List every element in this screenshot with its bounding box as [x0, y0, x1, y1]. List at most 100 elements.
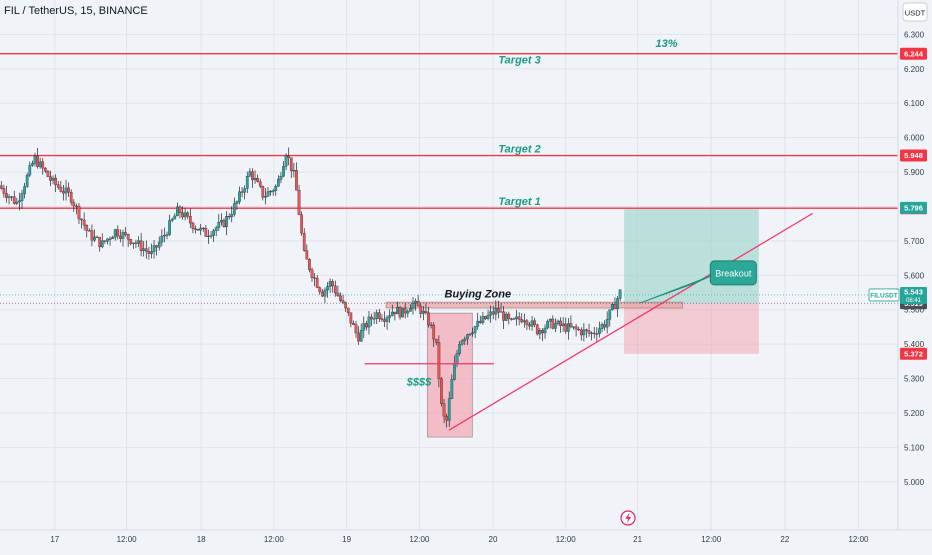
candle-body	[362, 323, 366, 331]
candle-body	[541, 330, 544, 334]
y-tick-label: 5.200	[904, 409, 925, 418]
target-levels	[0, 52, 898, 209]
y-tick-label: 5.300	[904, 375, 925, 384]
currency-button[interactable]: USDT	[902, 2, 928, 22]
candle-body	[587, 330, 591, 334]
candle-body	[186, 212, 190, 217]
candle-body	[289, 157, 293, 172]
x-tick-label: 12:00	[848, 535, 869, 544]
candle-body	[106, 238, 109, 242]
drawing-tools[interactable]: Breakout	[0, 212, 898, 431]
candle-body	[370, 316, 373, 320]
candle-body	[87, 230, 91, 232]
candle-body	[339, 295, 342, 301]
candle-body	[251, 171, 254, 181]
candle-body	[564, 323, 568, 332]
percent-label: 13%	[656, 38, 678, 50]
candle-body	[5, 193, 8, 198]
candle-body	[212, 230, 215, 236]
candle-body	[546, 321, 549, 329]
candle-body	[31, 163, 34, 166]
candle-body	[264, 196, 267, 198]
y-tick-label: 5.700	[904, 237, 925, 246]
candle-body	[321, 291, 324, 297]
y-tick-label: 6.200	[904, 65, 925, 74]
candle-body	[56, 184, 60, 188]
y-tick-label: 6.300	[904, 30, 925, 39]
candle-body	[295, 170, 298, 191]
candle-body	[144, 248, 148, 252]
candle-body	[328, 281, 332, 287]
candle-body	[165, 234, 169, 236]
price-price-text: 5.796	[904, 203, 923, 212]
stop-price-badge	[900, 347, 927, 360]
candle-body	[243, 188, 247, 193]
target-label: Target 3	[498, 55, 540, 67]
countdown-text: 08:41	[906, 298, 922, 304]
candle-body	[507, 313, 511, 319]
candle-body	[196, 228, 200, 231]
candle-body	[618, 289, 622, 299]
candle-body	[240, 191, 244, 193]
candle-body	[491, 311, 495, 315]
candle-body	[245, 176, 249, 189]
candle-body	[528, 324, 531, 327]
ascending-trendline[interactable]	[448, 212, 814, 431]
x-tick-label: 12:00	[701, 535, 722, 544]
x-tick-label: 12:00	[117, 535, 138, 544]
x-tick-label: 12:00	[409, 535, 430, 544]
candle-body	[256, 178, 259, 182]
candle-body	[183, 212, 187, 218]
target-label: Target 2	[498, 144, 540, 156]
price-axis[interactable]	[898, 0, 932, 550]
candle-body	[478, 320, 482, 323]
candle-body	[510, 318, 513, 320]
candle-body	[121, 232, 125, 239]
candle-body	[572, 326, 575, 328]
candle-body	[18, 200, 21, 203]
candle-body	[116, 229, 120, 237]
time-axis-ticks[interactable]: 17 12:00 18 12:00 19 12:00 20 12:00 21 12:00 22 12:…	[50, 535, 869, 544]
candle-body	[377, 312, 381, 319]
candle-body	[170, 218, 174, 221]
candle-body	[341, 300, 345, 303]
candle-body	[468, 333, 472, 335]
candle-body	[59, 187, 63, 192]
candle-body	[266, 191, 270, 197]
event-lightning-icon[interactable]	[620, 510, 636, 526]
candle-body	[310, 269, 314, 278]
candle-body	[406, 311, 410, 314]
candle-body	[163, 235, 166, 237]
candle-body	[82, 219, 86, 226]
candle-body	[142, 248, 146, 251]
candle-body	[41, 161, 45, 169]
candle-body	[75, 205, 78, 207]
candle-body	[590, 332, 593, 334]
candle-body	[566, 323, 570, 332]
candle-body	[595, 333, 599, 335]
candle-body	[390, 311, 394, 316]
candle-body	[253, 178, 257, 181]
x-tick-label: 12:00	[556, 535, 577, 544]
chart-grid	[0, 0, 898, 530]
candle-body	[357, 332, 360, 342]
x-tick-label: 12:00	[264, 535, 285, 544]
candle-body	[533, 320, 537, 325]
candle-body	[230, 213, 234, 218]
stop-loss-zone	[624, 303, 759, 354]
symbol-badge-text: FILUSDT	[870, 292, 897, 299]
candle-body	[124, 232, 127, 235]
candle-body	[23, 186, 26, 194]
candle-body	[585, 329, 588, 331]
candle-body	[548, 318, 552, 322]
candle-body	[561, 323, 565, 327]
candle-body	[598, 328, 601, 334]
candle-body	[530, 320, 534, 327]
candle-body	[51, 177, 55, 181]
candle-body	[220, 219, 223, 223]
buying-zone-box	[385, 301, 683, 309]
breakout-callout[interactable]: Breakout	[639, 260, 757, 304]
y-tick-label: 5.500	[904, 306, 925, 315]
